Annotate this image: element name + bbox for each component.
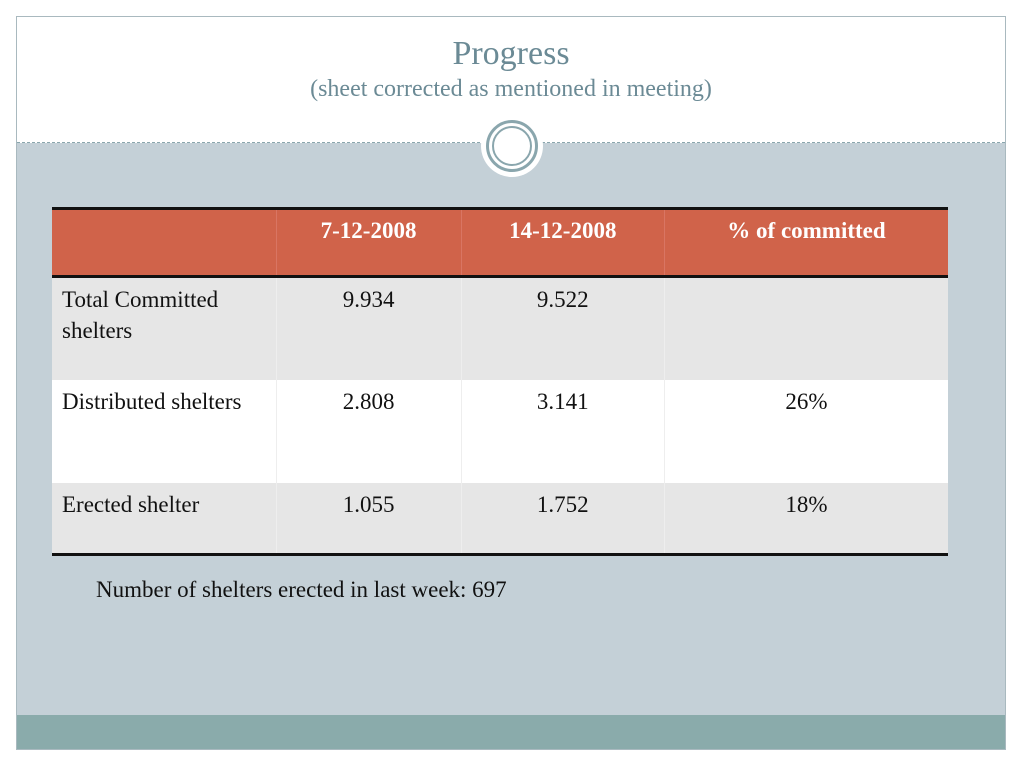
table-cell: 1.752 <box>460 482 665 556</box>
row-label: Erected shelter <box>52 482 276 556</box>
ornament-inner-ring <box>492 126 532 166</box>
table-row: Total Committed shelters 9.934 9.522 <box>52 276 948 380</box>
table-cell: 9.934 <box>275 276 462 380</box>
ornament-outer-ring <box>486 120 538 172</box>
table-header-row: 7-12-2008 14-12-2008 % of committed <box>52 207 948 278</box>
table-header-cell: 14-12-2008 <box>460 207 665 278</box>
table-cell: 3.141 <box>460 379 665 483</box>
slide: Progress (sheet corrected as mentioned i… <box>16 16 1006 750</box>
circle-ornament-icon <box>481 115 543 177</box>
table-row: Distributed shelters 2.808 3.141 26% <box>52 379 948 483</box>
slide-title: Progress <box>452 35 570 72</box>
table-header-cell: % of committed <box>663 207 948 278</box>
table-row: Erected shelter 1.055 1.752 18% <box>52 482 948 556</box>
table-cell: 1.055 <box>275 482 462 556</box>
progress-table: 7-12-2008 14-12-2008 % of committed Tota… <box>52 207 948 556</box>
table-header-cell <box>52 207 276 278</box>
table-cell: 2.808 <box>275 379 462 483</box>
slide-subtitle: (sheet corrected as mentioned in meeting… <box>310 76 712 102</box>
table-header-cell: 7-12-2008 <box>275 207 462 278</box>
title-block: Progress (sheet corrected as mentioned i… <box>17 35 1005 103</box>
table-cell <box>663 276 948 380</box>
weekly-note: Number of shelters erected in last week:… <box>96 577 507 602</box>
row-label: Total Committed shelters <box>52 276 276 380</box>
table-cell: 9.522 <box>460 276 665 380</box>
row-label: Distributed shelters <box>52 379 276 483</box>
footer-bar <box>17 715 1005 749</box>
table-cell: 26% <box>663 379 948 483</box>
table-cell: 18% <box>663 482 948 556</box>
